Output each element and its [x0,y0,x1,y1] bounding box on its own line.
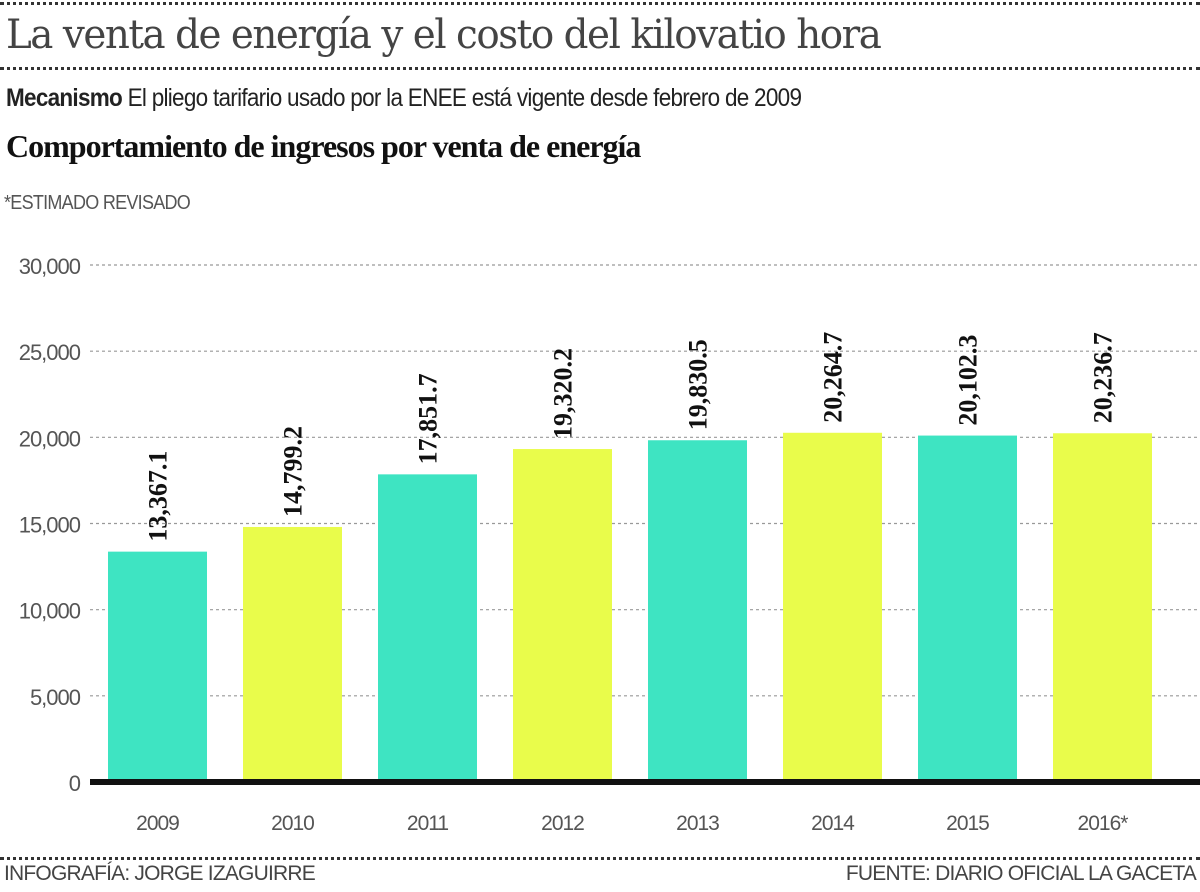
estimate-note: *ESTIMADO REVISADO [4,192,191,214]
data-label: 20,102.3 [954,335,983,426]
data-label: 14,799.2 [279,426,308,517]
chart-title: Comportamiento de ingresos por venta de … [6,128,641,164]
data-label: 17,851.7 [414,373,443,464]
subtitle: Mecanismo El pliego tarifario usado por … [6,84,802,113]
bar [378,474,477,782]
y-tick-label: 5,000 [30,685,81,710]
y-tick-label: 10,000 [19,599,81,624]
bar [1053,433,1152,782]
y-tick-label: 30,000 [19,254,81,279]
y-tick-label: 15,000 [19,513,81,538]
x-tick-label: 2016* [1078,812,1129,835]
title-divider [0,67,1200,70]
data-label: 19,320.2 [549,348,578,439]
x-tick-label: 2012 [541,812,584,835]
y-tick-label: 25,000 [19,340,81,365]
footer-divider [0,857,1200,860]
data-label: 13,367.1 [144,451,173,542]
bar [243,526,342,782]
bar [648,440,747,782]
bar [513,449,612,782]
subtitle-text: El pliego tarifario usado por la ENEE es… [127,84,802,112]
x-tick-label: 2015 [946,812,989,835]
data-label: 20,264.7 [819,332,848,423]
data-label: 20,236.7 [1089,332,1118,423]
x-tick-label: 2010 [271,812,314,835]
bar [108,551,207,782]
top-divider [0,2,1200,5]
data-label: 19,830.5 [684,339,713,430]
y-tick-label: 20,000 [19,426,81,451]
x-tick-label: 2009 [136,812,179,835]
bar [918,435,1017,782]
source: FUENTE: DIARIO OFICIAL LA GACETA [845,862,1197,885]
y-tick-label: 0 [69,771,81,796]
x-tick-label: 2013 [676,812,719,835]
page-title: La venta de energía y el costo del kilov… [6,12,882,58]
x-tick-label: 2014 [811,812,855,835]
x-tick-label: 2011 [407,812,448,835]
bar [783,432,882,782]
subtitle-label: Mecanismo [6,84,123,112]
credit: INFOGRAFÍA: JORGE IZAGUIRRE [4,862,316,885]
